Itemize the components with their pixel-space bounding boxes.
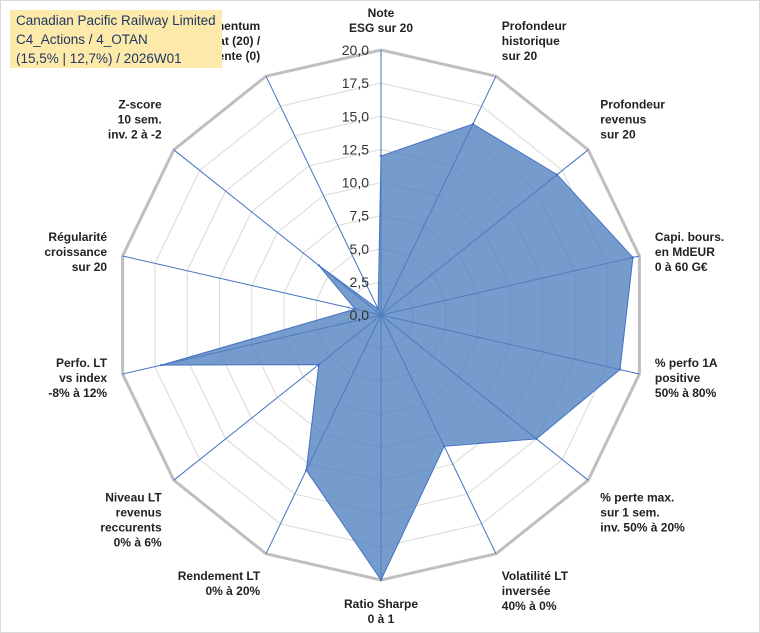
data-point	[354, 307, 357, 311]
axis-label: % perfo 1A positive 50% à 80%	[655, 356, 718, 400]
radial-tick-labels: 0,0 2,5 5,0 7,5 10,0 12,5 15,0 17,5 20,0	[342, 42, 369, 323]
axis-label-line: croissance	[44, 245, 107, 259]
axis-label-line: 50% à 80%	[655, 386, 717, 400]
axis-label-line: 10 sem.	[118, 113, 162, 127]
data-point	[376, 307, 380, 311]
axis-label-line: Z-score	[118, 98, 162, 112]
axis-label-line: positive	[655, 371, 701, 385]
axis-label: Ratio Sharpe 0 à 1	[344, 597, 418, 626]
axis-label-line: Capi. bours.	[655, 230, 724, 244]
data-point	[160, 363, 163, 367]
axis-label: Note ESG sur 20	[349, 6, 413, 35]
axis-spoke	[265, 75, 382, 316]
axis-label-line: ESG sur 20	[349, 21, 413, 35]
axis-label-line: 0% à 6%	[114, 535, 162, 549]
data-point	[379, 578, 383, 582]
chart-title-line-3: (15,5% | 12,7%) / 2026W01	[16, 51, 182, 66]
axis-label-line: Perfo. LT	[56, 356, 108, 370]
radial-tick-label: 10,0	[342, 175, 369, 191]
axis-label-line: sur 20	[600, 128, 636, 142]
series-area	[161, 123, 634, 582]
axis-label-line: inv. 50% à 20%	[600, 520, 685, 534]
axis-label: Z-score 10 sem. inv. 2 à -2	[108, 98, 162, 142]
data-point	[305, 469, 308, 472]
axis-label-line: Niveau LT	[105, 490, 162, 504]
axis-label-line: sur 20	[502, 49, 538, 63]
axis-label-line: revenus	[116, 505, 162, 519]
radial-tick-label: 20,0	[342, 42, 369, 58]
axis-label-line: Note	[368, 6, 395, 20]
data-point	[471, 122, 475, 126]
axis-label-line: sur 1 sem.	[600, 505, 659, 519]
axis-label: Profondeur historique sur 20	[502, 19, 567, 63]
axis-label: Rendement LT 0% à 20%	[178, 569, 261, 598]
data-point	[631, 256, 635, 259]
axis-label-line: 40% à 0%	[502, 599, 557, 613]
radial-tick-label: 2,5	[350, 274, 370, 290]
axis-label: Perfo. LT vs index -8% à 12%	[48, 356, 107, 400]
axis-label-line: reccurents	[100, 520, 162, 534]
data-point	[443, 445, 446, 448]
axis-label: Volatilité LT inversée 40% à 0%	[502, 569, 569, 613]
axis-label-line: 0 à 1	[368, 612, 395, 626]
axis-spoke	[122, 255, 382, 316]
radial-tick-label: 12,5	[342, 141, 369, 157]
axis-label-line: historique	[502, 34, 560, 48]
axis-label: Capi. bours. en MdEUR 0 à 60 G€	[655, 230, 724, 274]
axis-label: Régularité croissance sur 20	[44, 230, 107, 274]
axis-label-line: 0% à 20%	[205, 584, 260, 598]
data-point	[535, 437, 538, 441]
axis-label-line: Régularité	[48, 230, 107, 244]
radial-tick-label: 5,0	[350, 241, 370, 257]
axis-label: Niveau LT revenus reccurents 0% à 6%	[100, 490, 162, 549]
axis-label-line: % perfo 1A	[655, 356, 718, 370]
axis-label-line: Profondeur	[502, 19, 567, 33]
axis-label-line: Vente (0)	[210, 49, 260, 63]
axis-label-line: Ratio Sharpe	[344, 597, 418, 611]
axis-label-line: sur 20	[72, 260, 108, 274]
axis-label: % perte max. sur 1 sem. inv. 50% à 20%	[600, 490, 685, 534]
axis-label-line: -8% à 12%	[48, 386, 107, 400]
data-point	[379, 154, 383, 158]
axis-labels: Note ESG sur 20 Profondeur historique sur 20…	[44, 6, 724, 626]
radial-tick-label: 17,5	[342, 75, 369, 91]
axis-label-line: 0 à 60 G€	[655, 260, 708, 274]
radial-tick-label: 15,0	[342, 108, 369, 124]
axis-label-line: % perte max.	[600, 490, 674, 504]
data-point	[317, 264, 320, 267]
radial-tick-label: 7,5	[350, 208, 370, 224]
axis-label-line: inversée	[502, 584, 551, 598]
axis-label-line: Rendement LT	[178, 569, 261, 583]
data-point	[618, 368, 622, 371]
chart-title-box: Canadian Pacific Railway Limited C4_Acti…	[10, 10, 222, 68]
axis-label-line: vs index	[59, 371, 107, 385]
axis-label-line: Volatilité LT	[502, 569, 569, 583]
data-point	[317, 363, 320, 366]
chart-title-line-1: Canadian Pacific Railway Limited	[16, 13, 216, 28]
axis-label-line: inv. 2 à -2	[108, 128, 162, 142]
axis-label-line: Profondeur	[600, 98, 665, 112]
radial-tick-label: 0,0	[350, 307, 370, 323]
axis-label-line: revenus	[600, 113, 646, 127]
data-point	[555, 173, 559, 176]
axis-label-line: en MdEUR	[655, 245, 715, 259]
chart-title-line-2: C4_Actions / 4_OTAN	[16, 32, 148, 47]
axis-label: Profondeur revenus sur 20	[600, 98, 665, 142]
